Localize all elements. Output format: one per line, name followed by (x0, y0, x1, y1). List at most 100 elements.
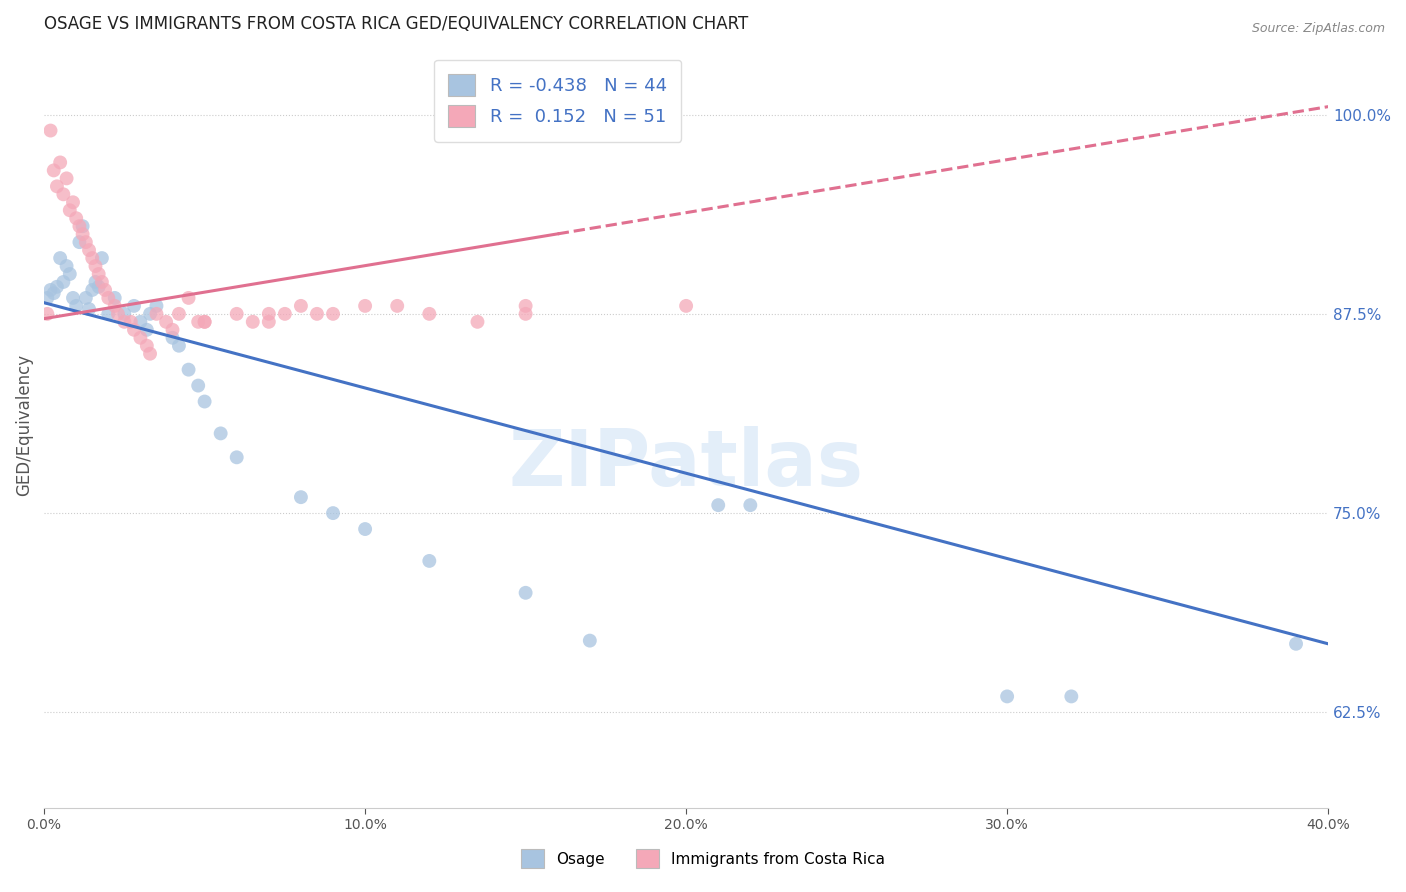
Point (52, 187, 75, 202)
Point (145, 299, 167, 313)
Point (39, 283, 62, 297)
Point (72, 219, 94, 234)
Point (62, 195, 84, 210)
Point (145, 307, 167, 321)
Point (194, 315, 217, 329)
Point (418, 554, 440, 568)
Point (354, 299, 377, 313)
Point (1060, 690, 1083, 704)
Point (242, 315, 264, 329)
Point (87, 267, 110, 281)
Point (515, 307, 537, 321)
Point (90, 275, 112, 289)
Point (995, 690, 1018, 704)
Point (177, 291, 200, 305)
Point (194, 315, 217, 329)
Point (167, 339, 190, 353)
Text: ZIPatlas: ZIPatlas (509, 425, 863, 501)
Point (322, 307, 344, 321)
Point (322, 506, 344, 520)
Point (112, 315, 135, 329)
Point (129, 315, 152, 329)
Point (112, 307, 135, 321)
Point (46, 179, 69, 194)
Point (177, 362, 200, 376)
Point (579, 633, 602, 648)
Point (162, 323, 184, 337)
Point (62, 291, 84, 305)
Point (225, 450, 247, 465)
Point (90, 251, 112, 265)
Point (707, 498, 730, 512)
Legend: R = -0.438   N = 44, R =  0.152   N = 51: R = -0.438 N = 44, R = 0.152 N = 51 (434, 60, 682, 142)
Point (290, 490, 312, 504)
Point (84, 259, 107, 273)
Point (39, 123, 62, 137)
Point (1285, 637, 1308, 651)
Point (49, 155, 72, 169)
Point (129, 331, 152, 345)
Point (49, 251, 72, 265)
Point (65, 299, 87, 313)
Point (675, 299, 697, 313)
Point (97, 291, 120, 305)
Point (162, 331, 184, 345)
Point (467, 315, 489, 329)
Point (120, 315, 142, 329)
Point (135, 323, 157, 337)
Point (77, 243, 100, 257)
Legend: Osage, Immigrants from Costa Rica: Osage, Immigrants from Costa Rica (513, 841, 893, 875)
Point (155, 315, 177, 329)
Point (387, 299, 409, 313)
Point (87, 279, 110, 293)
Text: OSAGE VS IMMIGRANTS FROM COSTA RICA GED/EQUIVALENCY CORRELATION CHART: OSAGE VS IMMIGRANTS FROM COSTA RICA GED/… (44, 15, 748, 33)
Text: Source: ZipAtlas.com: Source: ZipAtlas.com (1251, 22, 1385, 36)
Point (37, 307, 59, 321)
Point (59, 267, 82, 281)
Point (274, 307, 297, 321)
Point (46, 279, 69, 293)
Point (55, 171, 77, 186)
Point (139, 347, 162, 361)
Point (122, 323, 145, 337)
Point (187, 315, 209, 329)
Point (139, 307, 162, 321)
Point (37, 291, 59, 305)
Point (67, 219, 90, 234)
Point (75, 291, 97, 305)
Point (107, 307, 129, 321)
Point (194, 394, 217, 409)
Point (225, 307, 247, 321)
Point (42, 163, 65, 178)
Point (72, 227, 94, 242)
Y-axis label: GED/Equivalency: GED/Equivalency (15, 354, 32, 497)
Point (59, 203, 82, 218)
Point (94, 283, 117, 297)
Point (257, 307, 280, 321)
Point (82, 251, 104, 265)
Point (257, 315, 280, 329)
Point (67, 235, 90, 249)
Point (305, 307, 328, 321)
Point (104, 291, 127, 305)
Point (84, 275, 107, 289)
Point (52, 275, 75, 289)
Point (209, 426, 232, 441)
Point (82, 283, 104, 297)
Point (740, 498, 762, 512)
Point (354, 522, 377, 536)
Point (65, 211, 87, 226)
Point (290, 299, 312, 313)
Point (122, 299, 145, 313)
Point (42, 286, 65, 301)
Point (97, 307, 120, 321)
Point (187, 378, 209, 392)
Point (55, 259, 77, 273)
Point (515, 586, 537, 600)
Point (418, 307, 440, 321)
Point (104, 299, 127, 313)
Point (77, 301, 100, 316)
Point (167, 307, 190, 321)
Point (75, 235, 97, 249)
Point (135, 339, 157, 353)
